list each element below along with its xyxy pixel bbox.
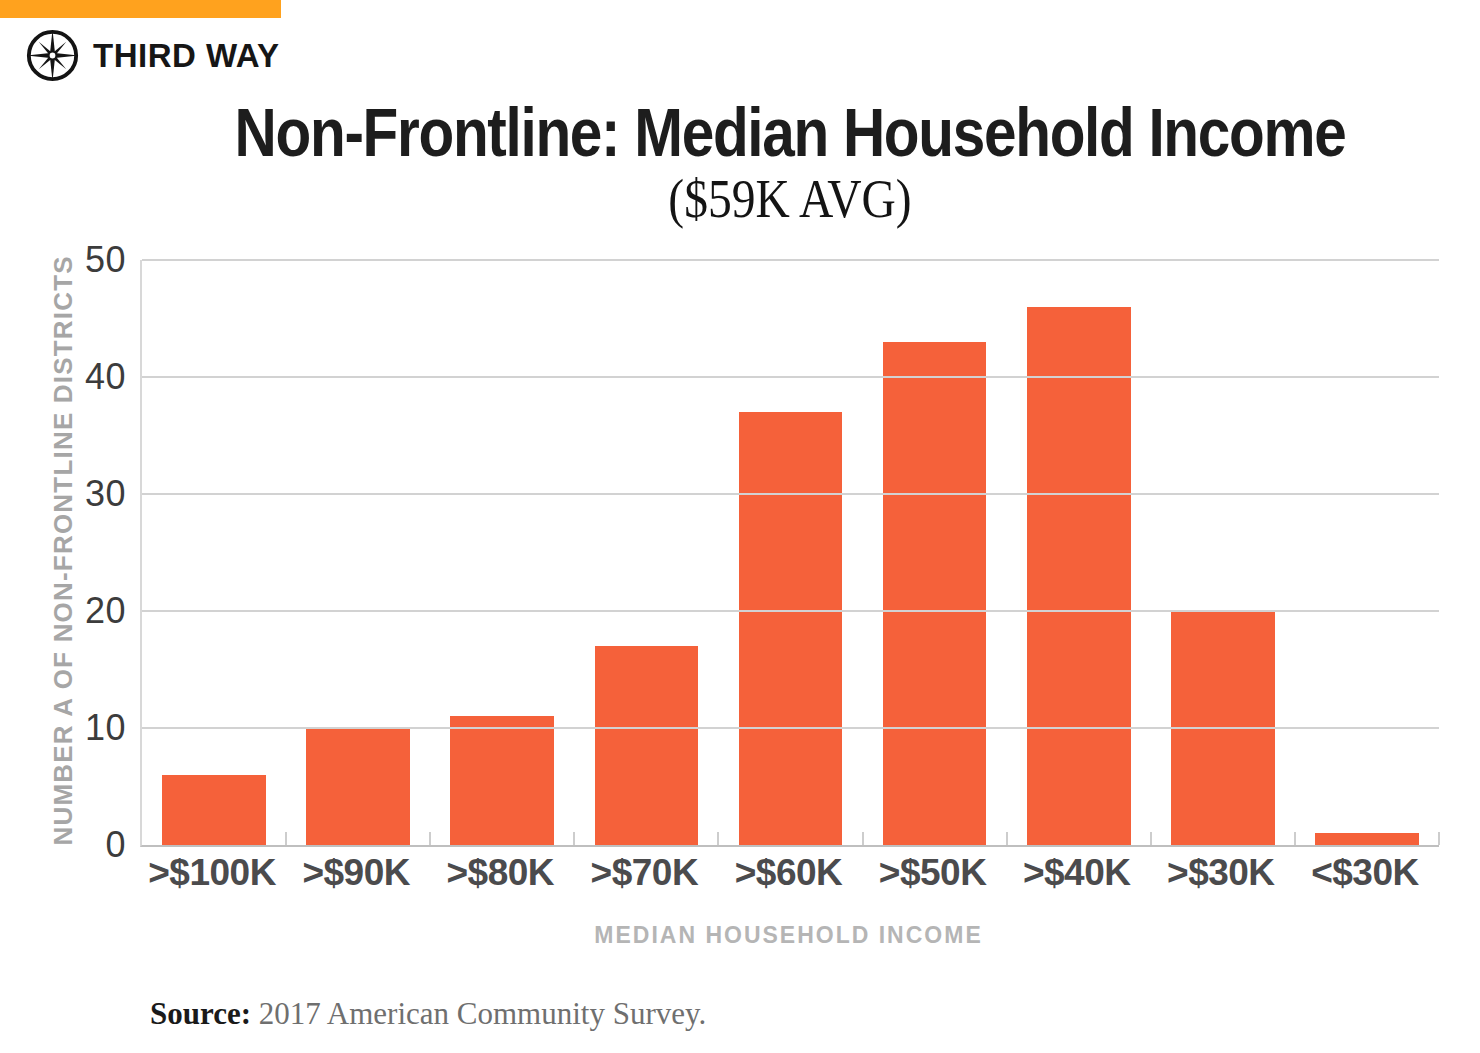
bar-cell (863, 260, 1007, 845)
chart-title: Non-Frontline: Median Household Income (197, 98, 1384, 166)
gridline-40 (142, 376, 1439, 378)
x-axis-boundary-tick (862, 832, 864, 845)
brand-banner-bar (0, 0, 281, 18)
bar-cell (718, 260, 862, 845)
source-line: Source: 2017 American Community Survey. (150, 996, 706, 1032)
x-axis-boundary-tick (1438, 832, 1440, 845)
brand-logo: THIRD WAY (25, 28, 280, 83)
bar-cell (142, 260, 286, 845)
x-axis-boundary-tick (1294, 832, 1296, 845)
x-axis-boundary-tick (1006, 832, 1008, 845)
x-tick-label: >$100K (140, 852, 284, 894)
x-tick-label: <$30K (1293, 852, 1437, 894)
x-tick-label: >$50K (861, 852, 1005, 894)
chart-header: Non-Frontline: Median Household Income (… (100, 98, 1480, 226)
bar-90k (306, 728, 410, 845)
brand-name: THIRD WAY (93, 37, 280, 75)
x-tick-label: >$40K (1005, 852, 1149, 894)
bar-30k (1315, 833, 1419, 845)
gridline-10 (142, 727, 1439, 729)
x-tick-label: >$80K (428, 852, 572, 894)
bars-container (142, 260, 1439, 845)
compass-icon (25, 28, 80, 83)
x-tick-label: >$70K (572, 852, 716, 894)
x-axis-boundary-tick (717, 832, 719, 845)
page: THIRD WAY Non-Frontline: Median Househol… (0, 0, 1480, 1053)
bar-cell (286, 260, 430, 845)
x-tick-label: >$90K (284, 852, 428, 894)
x-axis-title: MEDIAN HOUSEHOLD INCOME (140, 922, 1437, 949)
bar-100k (162, 775, 266, 845)
x-axis-boundary-tick (573, 832, 575, 845)
x-axis-boundary-tick (1150, 832, 1152, 845)
chart-subtitle: ($59K AVG) (183, 172, 1397, 226)
x-tick-label: >$60K (716, 852, 860, 894)
bar-80k (450, 716, 554, 845)
gridline-30 (142, 493, 1439, 495)
x-axis-tick-labels: >$100K>$90K>$80K>$70K>$60K>$50K>$40K>$30… (140, 852, 1437, 894)
y-axis-title: NUMBER A OF NON-FRONTLINE DISTRICTS (48, 261, 78, 846)
bar-cell (1151, 260, 1295, 845)
bar-60k (739, 412, 843, 845)
source-text: 2017 American Community Survey. (251, 996, 706, 1031)
x-axis-boundary-tick (285, 832, 287, 845)
bar-cell (574, 260, 718, 845)
bar-cell (1007, 260, 1151, 845)
bar-40k (1027, 307, 1131, 845)
gridline-20 (142, 610, 1439, 612)
source-label: Source: (150, 996, 251, 1031)
x-axis-boundary-tick (429, 832, 431, 845)
bar-cell (430, 260, 574, 845)
bar-70k (595, 646, 699, 845)
gridline-50 (142, 259, 1439, 261)
bar-cell (1295, 260, 1439, 845)
bar-50k (883, 342, 987, 845)
x-tick-label: >$30K (1149, 852, 1293, 894)
plot-area (140, 260, 1439, 847)
